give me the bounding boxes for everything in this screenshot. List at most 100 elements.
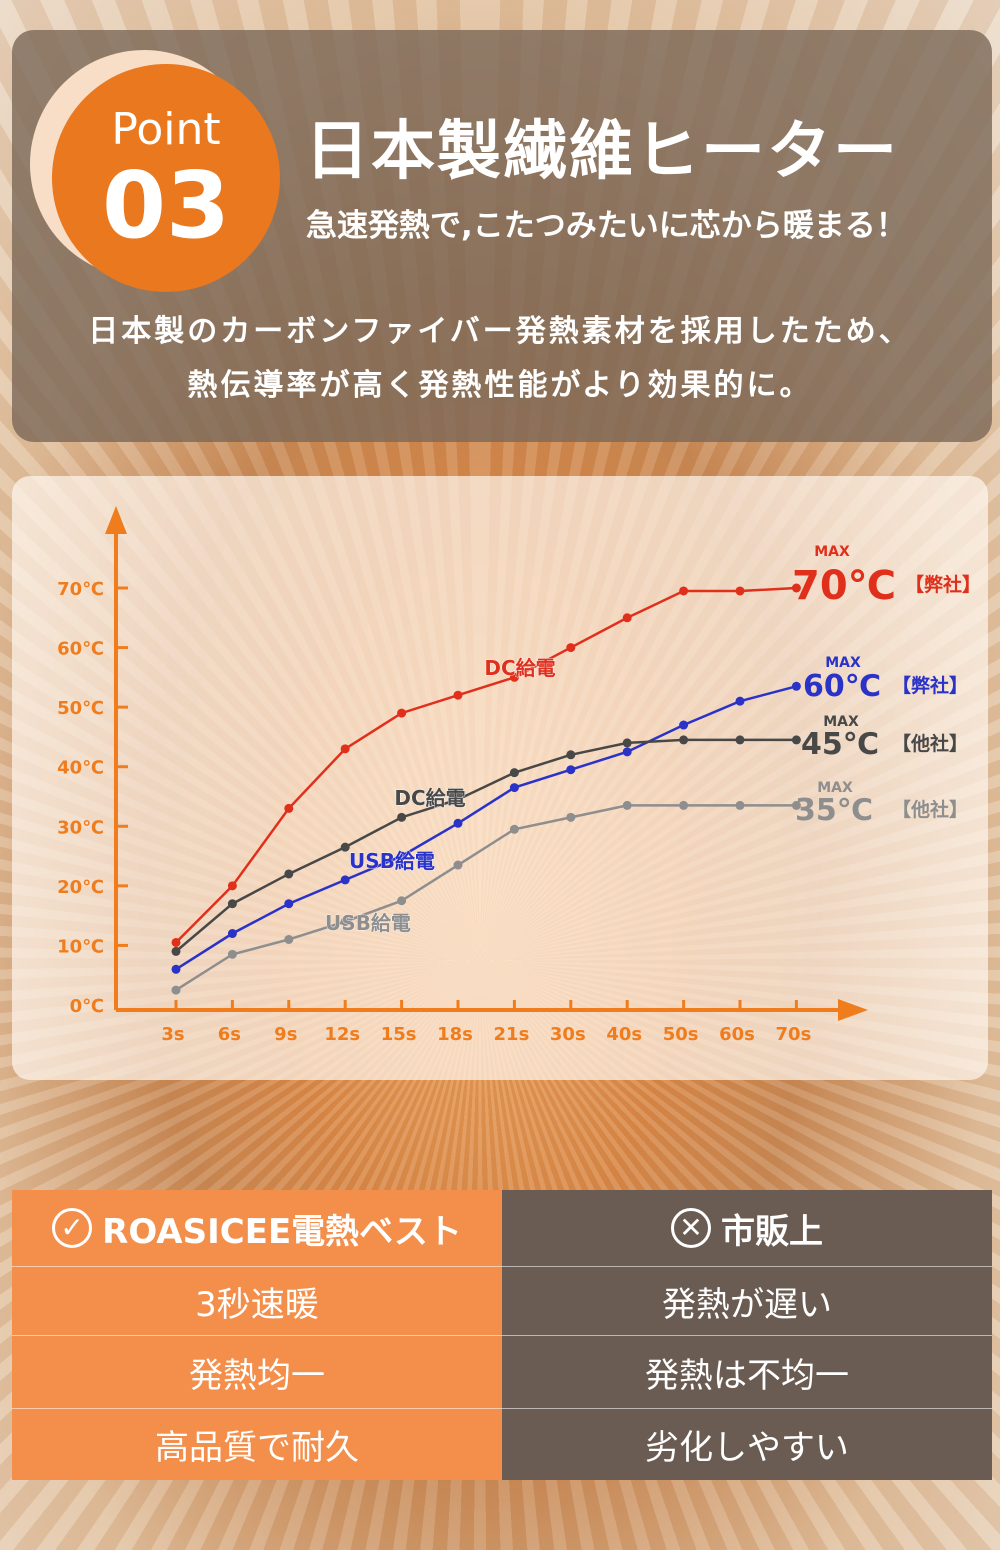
data-point (397, 812, 407, 822)
comparison-left-row-2: 発熱均一 (189, 1355, 325, 1396)
x-tick-label: 21s (494, 1024, 530, 1045)
data-point (791, 800, 801, 810)
data-point (622, 747, 632, 757)
max-tag: MAX (817, 780, 853, 796)
max-value: 45℃ (801, 727, 879, 762)
data-point (735, 800, 745, 810)
series-label: DC給電 (484, 656, 555, 680)
series-label: USB給電 (349, 849, 435, 873)
data-point (509, 783, 519, 793)
data-point (340, 842, 350, 852)
x-tick-label: 12s (324, 1024, 360, 1045)
data-point (679, 586, 689, 596)
data-point (679, 720, 689, 730)
comparison-right-row-3: 劣化しやすい (645, 1428, 849, 1468)
description-line-2: 熱伝導率が高く発熱性能がより効果的に。 (187, 368, 813, 403)
data-point (509, 768, 519, 778)
y-tick-label: 40℃ (57, 758, 104, 779)
description-line-1: 日本製のカーボンファイバー発熱素材を採用したため、 (88, 314, 912, 349)
point-badge: Point 03 (52, 64, 280, 292)
data-point (397, 851, 407, 861)
data-point (453, 860, 463, 870)
owner-label: 【他社】 (892, 732, 968, 755)
data-point (340, 875, 350, 885)
data-point (791, 583, 801, 593)
data-point (284, 899, 294, 909)
data-point (453, 818, 463, 828)
data-point (340, 917, 350, 927)
chart-axes (105, 506, 868, 1021)
data-point (735, 735, 745, 745)
y-tick-label: 10℃ (57, 936, 104, 957)
data-point (453, 794, 463, 804)
data-point (397, 896, 407, 906)
data-point (227, 881, 237, 891)
series-label: DC給電 (394, 786, 465, 810)
x-tick-label: 40s (606, 1024, 642, 1045)
chart-ticks: 0℃ 10℃ 20℃ 30℃ 40℃ 50℃ 60℃ 70℃ 3s 6s 9s 12s 15s 18s 21… (57, 579, 811, 1045)
comparison-right-row-1: 発熱が遅い (662, 1284, 832, 1325)
data-point (284, 869, 294, 879)
data-point (397, 708, 407, 718)
y-axis-arrow (105, 506, 127, 534)
data-point (679, 735, 689, 745)
comparison-left-header: ✓ ROASICEE電熱ベスト (12, 1190, 502, 1266)
max-tag: MAX (823, 714, 859, 730)
data-point (622, 738, 632, 748)
page-subtitle: 急速発熱で,こたつみたいに芯から暖まる！ (306, 208, 907, 244)
data-point (509, 824, 519, 834)
x-tick-label: 15s (381, 1024, 417, 1045)
chart-card (12, 476, 988, 1080)
data-point (509, 672, 519, 682)
series-label: USB給電 (325, 911, 411, 935)
comparison-right-header: ✕ 市販上 (502, 1190, 992, 1266)
data-point (622, 800, 632, 810)
data-point (791, 681, 801, 691)
data-point (227, 899, 237, 909)
y-tick-label: 70℃ (57, 579, 104, 600)
x-tick-label: 50s (663, 1024, 699, 1045)
table-divider (12, 1266, 992, 1267)
max-value: 70℃ (792, 563, 896, 609)
data-point (679, 800, 689, 810)
x-tick-label: 6s (218, 1024, 241, 1045)
max-tag: MAX (814, 544, 850, 560)
page-title: 日本製繊維ヒーター (305, 115, 899, 189)
table-divider (12, 1408, 992, 1409)
data-point (791, 735, 801, 745)
check-circle-icon: ✓ (52, 1208, 93, 1248)
comparison-left-row-1: 3秒速暖 (195, 1284, 319, 1325)
data-point (566, 643, 576, 653)
data-point (566, 765, 576, 775)
data-point (284, 934, 294, 944)
y-tick-label: 50℃ (57, 698, 104, 719)
x-tick-label: 60s (719, 1024, 755, 1045)
max-tag: MAX (825, 655, 861, 671)
data-point (735, 586, 745, 596)
max-value: 35℃ (795, 793, 873, 828)
badge-number: 03 (101, 152, 231, 259)
owner-label: 【他社】 (892, 798, 968, 821)
x-tick-label: 18s (437, 1024, 473, 1045)
series-line (175, 804, 797, 992)
comparison-right-row-2: 発熱は不均一 (645, 1355, 849, 1396)
comparison-right-title: 市販上 (721, 1211, 823, 1252)
x-circle-icon: ✕ (671, 1208, 711, 1248)
data-point (171, 946, 181, 956)
x-tick-label: 70s (776, 1024, 812, 1045)
y-tick-label: 20℃ (57, 877, 104, 898)
data-point (284, 803, 294, 813)
max-value: 60℃ (803, 669, 881, 704)
data-point (171, 937, 181, 947)
data-point (227, 929, 237, 939)
y-tick-label: 30℃ (57, 817, 104, 838)
data-point (227, 949, 237, 959)
comparison-left-row-3: 高品質で耐久 (155, 1428, 359, 1468)
badge-word: Point (111, 104, 221, 155)
y-tick-label: 0℃ (70, 996, 104, 1017)
data-point (566, 750, 576, 760)
comparison-left-title: ROASICEE電熱ベスト (102, 1211, 462, 1252)
x-axis-arrow (838, 999, 868, 1021)
x-tick-label: 3s (161, 1024, 184, 1045)
